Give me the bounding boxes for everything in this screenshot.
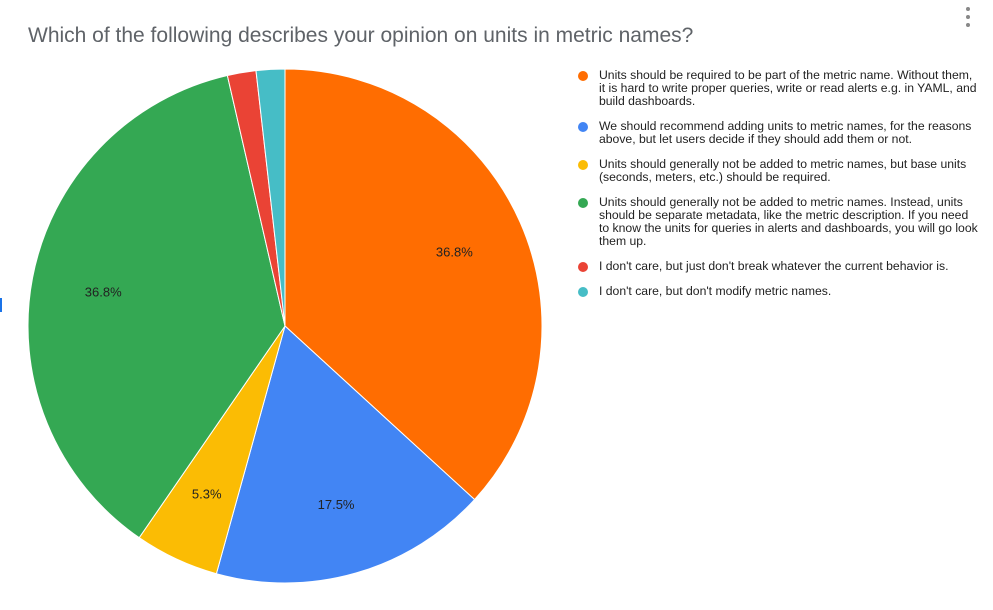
pie-slice[interactable]	[215, 325, 476, 584]
pie-slice[interactable]	[27, 74, 286, 539]
legend-label: Units should generally not be added to m…	[599, 157, 967, 184]
legend-swatch-icon	[578, 262, 588, 272]
legend-label: I don't care, but don't modify metric na…	[599, 284, 832, 298]
legend-swatch-icon	[578, 287, 588, 297]
legend-swatch-icon	[578, 198, 588, 208]
legend-swatch-icon	[578, 71, 588, 81]
selection-edge-marker	[0, 298, 2, 312]
legend-item[interactable]: Units should generally not be added to m…	[578, 158, 978, 184]
more-vert-icon[interactable]	[962, 6, 974, 28]
legend-item[interactable]: We should recommend adding units to metr…	[578, 120, 978, 146]
legend-item[interactable]: I don't care, but just don't break whate…	[578, 260, 978, 273]
legend-label: Units should generally not be added to m…	[599, 195, 978, 248]
slice-data-label: 5.3%	[192, 487, 222, 502]
legend-item[interactable]: Units should be required to be part of t…	[578, 69, 978, 108]
pie-slice[interactable]	[284, 68, 543, 501]
legend-item[interactable]: I don't care, but don't modify metric na…	[578, 285, 978, 298]
slice-data-label: 17.5%	[318, 497, 355, 512]
legend: Units should be required to be part of t…	[578, 69, 978, 310]
slice-data-label: 36.8%	[436, 244, 473, 259]
legend-label: Units should be required to be part of t…	[599, 68, 977, 108]
legend-label: We should recommend adding units to metr…	[599, 119, 972, 146]
legend-item[interactable]: Units should generally not be added to m…	[578, 196, 978, 248]
legend-swatch-icon	[578, 122, 588, 132]
pie-slice[interactable]	[255, 68, 286, 327]
chart-title: Which of the following describes your op…	[28, 24, 694, 47]
legend-label: I don't care, but just don't break whate…	[599, 259, 949, 273]
slice-data-label: 36.8%	[85, 284, 122, 299]
legend-swatch-icon	[578, 160, 588, 170]
